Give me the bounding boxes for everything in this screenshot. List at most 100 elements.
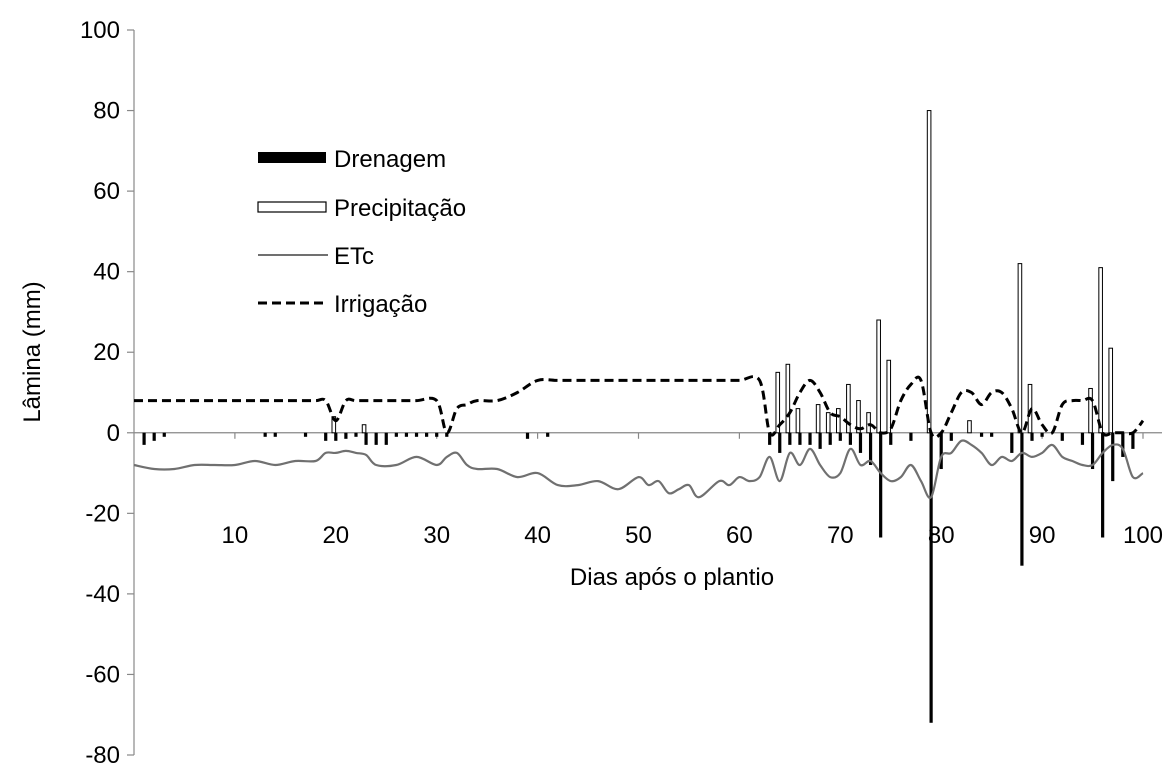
x-tick-label: 10 [222,522,249,549]
drenagem-bar [425,432,429,437]
drenagem-bar [384,432,388,445]
drenagem-bar [414,432,419,437]
legend-item: Drenagem [258,146,446,173]
drenagem-bar [263,432,267,437]
y-tick-label: 80 [93,98,120,125]
drenagem-bar [546,432,550,437]
precipitacao-bar [1098,267,1103,434]
drenagem-bar [808,432,812,445]
precipitacao-bar [866,412,871,434]
irrigacao-line [134,375,1145,439]
precipitacao-bar [1088,387,1093,434]
drenagem-bar [1111,432,1115,482]
drenagem-bar [768,432,772,445]
y-tick-label: -60 [85,661,120,688]
drenagem-bar [162,432,166,437]
legend-item: Precipitação [257,195,466,222]
precipitacao-bar [846,383,851,434]
drenagem-bar [334,432,338,441]
drenagem-bar [949,432,953,441]
etc-line [133,439,1144,500]
drenagem-bar [344,432,348,439]
drenagem-bar [1010,432,1014,453]
precipitacao-bar [825,412,831,434]
x-axis: 10 20 30 40 50 60 70 80 90 100 [134,432,1163,549]
x-tick-label: 50 [625,522,652,549]
drenagem-bar [838,432,842,441]
drenagem-bar [798,432,802,445]
precipitacao-bar [836,408,841,434]
drenagem-bar [273,432,277,437]
y-ticks: -80 -60 -40 -20 0 20 40 60 80 100 [80,17,134,765]
legend-label: ETc [334,243,374,270]
precipitacao-bar [926,110,932,434]
y-tick-label: 100 [80,17,120,44]
drenagem-bar [909,432,913,441]
drenagem-bar [364,432,368,445]
precipitacao-bar [856,400,861,434]
drenagem-bar [879,432,883,538]
drenagem-bar [778,432,782,453]
drenagem-bar [828,432,832,445]
y-tick-label: 20 [93,339,120,366]
y-tick-label: 40 [93,259,120,286]
drenagem-bar [1040,432,1044,437]
precipitacao-bar [886,359,892,434]
drenagem-bar [1121,432,1125,457]
legend: Drenagem Precipitação ETc Irrigação [257,146,466,318]
x-tick-label: 60 [726,522,753,549]
drenagem-bar [152,432,156,441]
y-tick-label: -20 [85,500,120,527]
x-tick-label: 100 [1123,522,1163,549]
drenagem-bar [374,432,378,445]
drenagem-bar [1060,432,1064,441]
drenagem-bar [889,432,893,445]
x-tick-label: 40 [524,522,551,549]
drenagem-bar [1030,432,1034,441]
drenagem-bar [858,432,863,453]
legend-swatch-drenagem [258,152,326,163]
precipitacao-bar [785,363,791,434]
x-tick-label: 30 [423,522,450,549]
drenagem-bar [324,432,328,441]
plot-area [133,110,1145,723]
drenagem-bar [939,432,943,470]
precipitacao-bar [795,408,801,434]
drenagem-bar [868,432,873,465]
precipitacao-bars [331,110,1114,434]
drenagem-bar [848,432,852,445]
legend-item: ETc [258,243,374,270]
y-tick-label: 0 [107,420,120,447]
drenagem-bar [525,432,530,439]
precipitacao-bar [876,319,881,434]
y-axis: -80 -60 -40 -20 0 20 40 60 80 100 [80,17,135,765]
y-axis-title: Lâmina (mm) [19,281,46,422]
drenagem-bar [1020,432,1024,566]
drenagem-bar [788,432,792,445]
drenagem-bars [142,432,1135,723]
drenagem-bar [303,432,308,437]
precipitacao-bar [967,420,972,434]
drenagem-bar [1090,432,1095,470]
x-tick-label: 20 [322,522,349,549]
drenagem-bar [1131,432,1135,449]
x-tick-label: 70 [827,522,854,549]
y-tick-label: -80 [85,742,120,765]
drenagem-bar [142,432,146,445]
drenagem-bar [394,432,398,437]
precipitacao-bar [775,371,781,434]
drenagem-bar [354,432,358,437]
precipitacao-bar [1017,263,1023,434]
legend-label: Irrigação [334,291,427,318]
x-axis-title: Dias após o plantio [570,564,774,591]
drenagem-bar [990,432,994,437]
x-tick-label: 90 [1029,522,1056,549]
precipitacao-bar [361,424,367,434]
drenagem-bar [979,432,984,437]
legend-swatch-precipitacao [257,201,327,213]
drenagem-bar [404,432,409,437]
drenagem-bar [445,432,449,437]
drenagem-bar [929,432,933,723]
precipitacao-bar [1108,347,1114,434]
